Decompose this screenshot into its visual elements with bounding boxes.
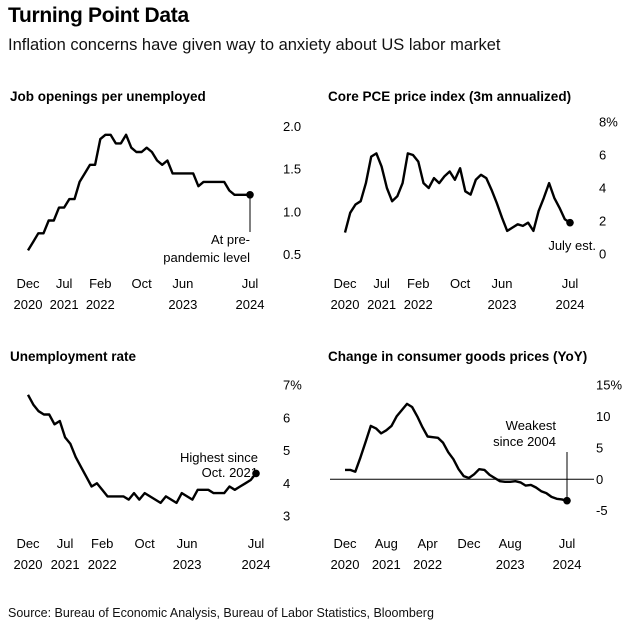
x-tick-month: Dec [16,276,40,291]
chart-panel-1: Job openings per unemployed 0.5 1.0 1.5 2.0 D… [10,89,301,312]
x-tick-month: Jul [559,536,576,551]
x-tick-year: 2024 [242,557,271,572]
x-tick-month: Jul [242,276,259,291]
x-tick-year: 2022 [86,297,115,312]
x-tick-year: 2020 [331,557,360,572]
x-tick-year: 2022 [413,557,442,572]
y-tick-label: 3 [283,509,290,524]
end-point-marker [563,496,571,505]
x-tick-year: 2023 [496,557,525,572]
annotation-text: At pre- [211,232,250,247]
end-point-marker [566,218,574,227]
chart-panel-3: Unemployment rate 3 4 5 6 7% Dec 2020 Jul 2021 Feb… [10,349,302,572]
x-tick-month: Jun [177,536,198,551]
page-subtitle: Inflation concerns have given way to anx… [8,36,501,54]
x-tick-year: 2022 [404,297,433,312]
x-tick-year: 2023 [173,557,202,572]
y-tick-label: 0.5 [283,247,301,262]
page-title: Turning Point Data [8,4,189,27]
y-tick-label: 0 [596,472,603,487]
x-tick-year: 2020 [14,297,43,312]
x-tick-year: 2024 [553,557,582,572]
y-tick-label: 5 [283,443,290,458]
y-tick-label: 4 [599,181,606,196]
x-tick-month: Oct [450,276,471,291]
x-tick-month: Aug [375,536,398,551]
x-tick-year: 2023 [488,297,517,312]
y-tick-label: 0 [599,247,606,262]
x-tick-year: 2022 [88,557,117,572]
x-tick-month: Jul [248,536,265,551]
y-tick-label: 6 [283,410,290,425]
end-point-marker [252,469,260,478]
y-tick-label: 7% [283,378,302,393]
x-tick-month: Jun [491,276,512,291]
x-tick-month: Jul [373,276,390,291]
x-tick-year: 2020 [331,297,360,312]
x-tick-month: Apr [417,536,438,551]
annotation-text: Weakest [506,418,557,433]
source-note: Source: Bureau of Economic Analysis, Bur… [8,606,434,620]
x-tick-month: Aug [499,536,522,551]
y-tick-label: 6 [599,148,606,163]
x-tick-month: Dec [457,536,481,551]
x-tick-month: Feb [407,276,429,291]
annotation-text: Oct. 2021 [202,465,258,480]
y-tick-label: 15% [596,378,622,393]
x-tick-year: 2021 [367,297,396,312]
chart-panel-4: Change in consumer goods prices (YoY) -5 0… [328,349,622,572]
x-tick-month: Jun [172,276,193,291]
y-tick-label: 2 [599,214,606,229]
x-tick-year: 2021 [50,297,79,312]
chart-title: Core PCE price index (3m annualized) [328,89,571,104]
x-tick-month: Feb [91,536,113,551]
annotation-text: July est. [548,238,596,253]
chart-title: Job openings per unemployed [10,89,206,104]
annotation-text: since 2004 [493,434,556,449]
annotation-text: pandemic level [163,250,250,265]
x-tick-month: Oct [135,536,156,551]
chart-panel-2: Core PCE price index (3m annualized) 0 2 4 6… [328,89,618,312]
x-tick-year: 2021 [51,557,80,572]
series-line [26,133,250,252]
x-tick-month: Oct [131,276,152,291]
y-tick-label: 8% [599,115,618,130]
x-tick-month: Dec [16,536,40,551]
y-tick-label: 4 [283,476,290,491]
y-tick-label: 1.5 [283,162,301,177]
series-line [26,394,257,505]
x-tick-month: Feb [89,276,111,291]
x-tick-year: 2024 [236,297,265,312]
series-line [345,402,568,502]
chart-title: Change in consumer goods prices (YoY) [328,349,587,364]
series-line [343,152,571,233]
x-tick-year: 2024 [556,297,585,312]
x-tick-month: Jul [57,536,74,551]
y-tick-label: 10 [596,409,610,424]
x-tick-month: Dec [333,276,357,291]
x-tick-year: 2021 [372,557,401,572]
x-tick-month: Dec [333,536,357,551]
chart-title: Unemployment rate [10,349,137,364]
y-tick-label: 1.0 [283,204,301,219]
y-tick-label: -5 [596,503,608,518]
y-tick-label: 2.0 [283,119,301,134]
x-tick-month: Jul [56,276,73,291]
x-tick-year: 2023 [168,297,197,312]
x-tick-year: 2020 [14,557,43,572]
annotation-text: Highest since [180,450,258,465]
x-tick-month: Jul [562,276,579,291]
y-tick-label: 5 [596,440,603,455]
